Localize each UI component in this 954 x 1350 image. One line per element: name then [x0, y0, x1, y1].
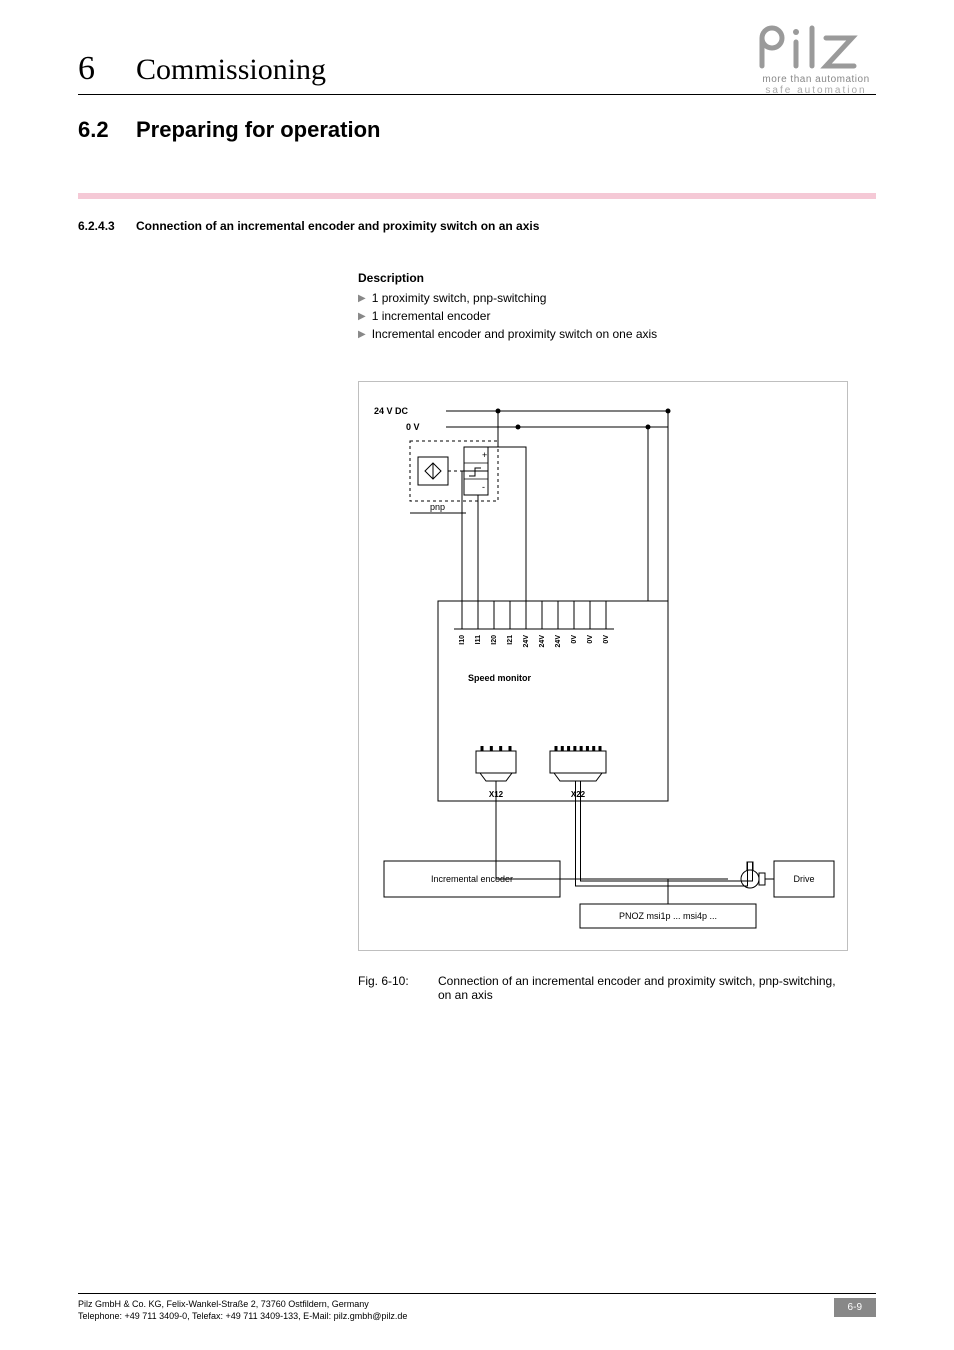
svg-text:PNOZ msi1p ... msi4p ...: PNOZ msi1p ... msi4p ... — [619, 911, 717, 921]
svg-text:I10: I10 — [459, 635, 466, 645]
figure-caption: Fig. 6-10: Connection of an incremental … — [358, 974, 876, 1002]
svg-text:Drive: Drive — [793, 874, 814, 884]
pilz-logo-icon — [756, 24, 876, 72]
chapter-number: 6 — [78, 50, 136, 88]
bullet-item: ▶ Incremental encoder and proximity switc… — [358, 327, 876, 341]
description-block: Description ▶ 1 proximity switch, pnp-swi… — [358, 271, 876, 341]
svg-text:X22: X22 — [571, 790, 586, 799]
wiring-diagram-svg: 24 V DC 0 V + - pnp Speed monitor I10 I11 I20 I21… — [358, 381, 848, 951]
description-heading: Description — [358, 271, 876, 285]
svg-text:0 V: 0 V — [406, 422, 420, 432]
figure-caption-text: Connection of an incremental encoder and… — [438, 974, 838, 1002]
chapter-title: Commissioning — [136, 53, 326, 87]
svg-text:I21: I21 — [507, 635, 514, 645]
logo-tagline-2: safe automation — [756, 85, 876, 96]
footer-address: Pilz GmbH & Co. KG, Felix-Wankel-Straße … — [78, 1298, 407, 1322]
bullet-text: 1 incremental encoder — [372, 309, 491, 323]
bullet-item: ▶ 1 incremental encoder — [358, 309, 876, 323]
section-header: 6.2 Preparing for operation — [78, 117, 876, 143]
svg-text:0V: 0V — [571, 635, 578, 644]
bullet-text: Incremental encoder and proximity switch… — [372, 327, 657, 341]
subsubsection-header: 6.2.4.3 Connection of an incremental enc… — [78, 219, 876, 233]
svg-text:0V: 0V — [603, 635, 610, 644]
separator-bar — [78, 193, 876, 199]
footer-line-1: Pilz GmbH & Co. KG, Felix-Wankel-Straße … — [78, 1298, 407, 1310]
subsubsection-number: 6.2.4.3 — [78, 219, 136, 233]
svg-text:I20: I20 — [491, 635, 498, 645]
svg-text:24V: 24V — [555, 635, 562, 648]
bullet-text: 1 proximity switch, pnp-switching — [372, 291, 547, 305]
footer-line-2: Telephone: +49 711 3409-0, Telefax: +49 … — [78, 1310, 407, 1322]
svg-text:24 V DC: 24 V DC — [374, 406, 409, 416]
svg-text:pnp: pnp — [430, 502, 445, 512]
svg-text:24V: 24V — [539, 635, 546, 648]
page: more than automation safe automation 6 C… — [0, 0, 954, 1350]
subsubsection-title: Connection of an incremental encoder and… — [136, 219, 539, 233]
svg-text:Speed monitor: Speed monitor — [468, 673, 532, 683]
svg-text:I11: I11 — [475, 635, 482, 644]
footer-rule — [78, 1293, 876, 1294]
bullet-icon: ▶ — [358, 329, 366, 340]
svg-text:+: + — [482, 450, 487, 460]
page-footer: Pilz GmbH & Co. KG, Felix-Wankel-Straße … — [78, 1293, 876, 1322]
bullet-icon: ▶ — [358, 311, 366, 322]
section-title: Preparing for operation — [136, 117, 380, 143]
logo-tagline-1: more than automation — [756, 74, 876, 85]
svg-text:24V: 24V — [523, 635, 530, 648]
footer-page-number: 6-9 — [834, 1298, 876, 1317]
bullet-item: ▶ 1 proximity switch, pnp-switching — [358, 291, 876, 305]
brand-logo: more than automation safe automation — [756, 24, 876, 96]
figure-caption-label: Fig. 6-10: — [358, 974, 438, 1002]
svg-text:-: - — [482, 482, 485, 492]
wiring-diagram-figure: 24 V DC 0 V + - pnp Speed monitor I10 I11 I20 I21… — [358, 381, 848, 956]
section-number: 6.2 — [78, 117, 136, 143]
bullet-icon: ▶ — [358, 293, 366, 304]
svg-text:0V: 0V — [587, 635, 594, 644]
